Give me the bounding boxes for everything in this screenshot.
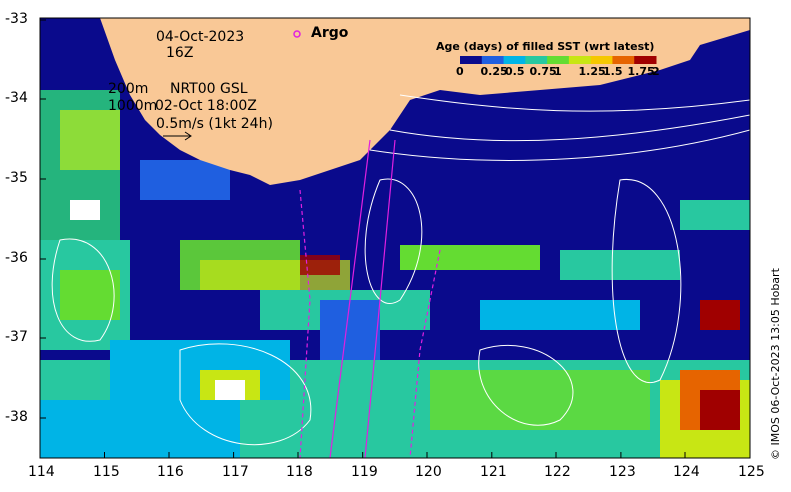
legend-tick-label: 0.75	[529, 65, 557, 78]
lon-tick-124: 124	[673, 464, 700, 480]
legend-tick-label: 1	[554, 65, 562, 78]
lon-tick-123: 123	[609, 464, 636, 480]
lon-tick-119: 119	[351, 464, 378, 480]
legend-swatch	[460, 56, 483, 64]
currents-product-label: NRT00 GSL	[170, 81, 248, 97]
legend-swatch	[547, 56, 570, 64]
legend-swatch	[568, 56, 592, 64]
lon-tick-114: 114	[28, 464, 55, 480]
lat-tick-36: -36	[5, 250, 28, 266]
lat-tick-35: -35	[5, 170, 28, 186]
lon-tick-122: 122	[544, 464, 571, 480]
legend-colorbar	[460, 56, 657, 64]
depth-1000-label: 1000m	[108, 98, 158, 114]
legend-swatch	[612, 56, 635, 64]
argo-tracks	[299, 139, 441, 458]
credit-text: © IMOS 06-Oct-2023 13:05 Hobart	[769, 268, 782, 460]
sst-age-field	[40, 90, 750, 458]
legend-swatch	[525, 56, 548, 64]
lon-tick-125: 125	[738, 464, 765, 480]
argo-label: Argo	[311, 25, 349, 41]
legend-tick-label: 1.25	[578, 65, 606, 78]
legend-title: Age (days) of filled SST (wrt latest)	[436, 40, 655, 53]
legend-tick-label: 0.5	[505, 65, 525, 78]
lat-tick-37: -37	[5, 329, 28, 345]
lon-tick-115: 115	[93, 464, 120, 480]
plot-frame	[39, 17, 751, 459]
currents-time-label: 02-Oct 18:00Z	[155, 98, 257, 114]
map-date: 04-Oct-2023	[156, 29, 245, 45]
lon-tick-118: 118	[286, 464, 313, 480]
legend-swatch	[503, 56, 526, 64]
legend-swatch	[634, 56, 657, 64]
lat-tick-38: -38	[5, 409, 28, 425]
axis-ticks	[39, 19, 751, 458]
argo-marker-icon	[293, 30, 301, 38]
legend-tick-label: 2	[652, 65, 660, 78]
depth-200-label: 200m	[108, 81, 149, 97]
lat-tick-33: -33	[5, 11, 28, 27]
lon-tick-116: 116	[157, 464, 184, 480]
legend-tick-label: 0	[456, 65, 464, 78]
legend-swatch	[481, 56, 505, 64]
map-hour: 16Z	[166, 45, 194, 61]
legend-tick-label: 0.25	[480, 65, 508, 78]
scale-arrow-icon	[163, 131, 192, 141]
legend-tick-label: 1.75	[627, 65, 655, 78]
lon-tick-117: 117	[222, 464, 249, 480]
lon-tick-121: 121	[480, 464, 507, 480]
scale-arrow-label: 0.5m/s (1kt 24h)	[156, 116, 273, 132]
legend-swatch	[590, 56, 613, 64]
legend-tick-label: 1.5	[603, 65, 623, 78]
lon-tick-120: 120	[415, 464, 442, 480]
lat-tick-34: -34	[5, 90, 28, 106]
contour-lines	[51, 94, 750, 446]
